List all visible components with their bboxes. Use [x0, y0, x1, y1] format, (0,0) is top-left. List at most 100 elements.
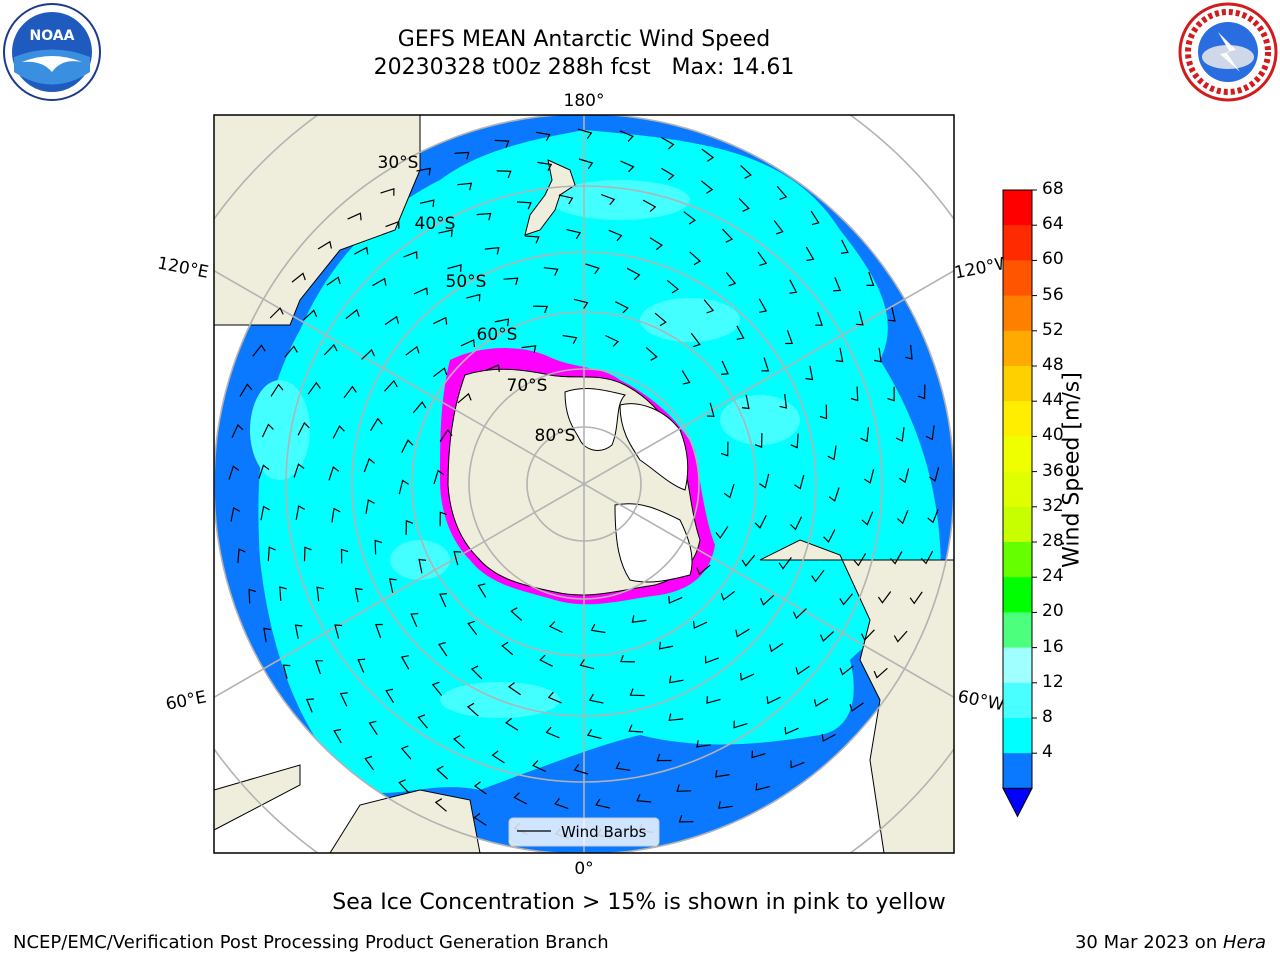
wind-barb — [473, 781, 487, 795]
map-frame — [213, 114, 955, 854]
wind-barb — [909, 591, 923, 605]
wind-barb — [895, 427, 905, 442]
colorbar-tick-label: 24 — [1042, 566, 1064, 587]
colorbar-tick-label: 68 — [1042, 179, 1064, 199]
wind-barb — [566, 229, 582, 240]
wind-barb — [827, 445, 837, 461]
wind-barb — [636, 794, 652, 803]
colorbar — [1002, 189, 1037, 818]
wind-barb — [790, 516, 803, 531]
wind-barb — [484, 247, 500, 255]
wind-barb — [453, 550, 462, 566]
wind-barb — [700, 180, 714, 194]
antarctica — [440, 348, 715, 605]
wind-barb — [436, 765, 449, 780]
wind-barb — [473, 812, 487, 826]
wind-barb — [385, 220, 400, 229]
wind-barb — [230, 506, 241, 522]
colorbar-tick-label: 20 — [1042, 601, 1064, 622]
wind-barb — [573, 763, 589, 775]
wind-barb — [853, 553, 867, 567]
colorbar-segment — [1003, 647, 1032, 684]
wind-barb — [460, 339, 475, 348]
wind-barb — [741, 554, 756, 567]
wind-barb — [795, 665, 810, 676]
wind-barb — [385, 688, 395, 704]
wind-barb — [524, 235, 540, 244]
wind-barb — [380, 187, 395, 196]
wind-barb — [860, 427, 869, 443]
national-weather-service-logo — [1178, 2, 1278, 102]
wind-barb — [645, 347, 658, 361]
wind-barb — [681, 370, 691, 385]
colorbar-segment — [1003, 436, 1032, 473]
wind-barb — [701, 148, 715, 162]
wind-barb — [642, 199, 657, 213]
wind-barb — [361, 348, 376, 360]
wind-barb — [439, 593, 448, 608]
wind-barb — [608, 229, 623, 242]
wind-barb — [714, 769, 730, 778]
wind-barb — [496, 170, 512, 179]
wind-barb — [532, 760, 547, 773]
wind-barb — [661, 167, 675, 181]
wind-barb — [501, 641, 514, 656]
wind-barb — [374, 539, 383, 555]
colorbar-tick-label: 36 — [1042, 460, 1064, 481]
lat-label-50s: 50°S — [446, 272, 487, 292]
colorbar-tick-label: 8 — [1042, 707, 1053, 727]
colorbar-segment — [1003, 366, 1032, 402]
wind-barb — [629, 688, 645, 697]
wind-barb — [855, 311, 864, 326]
wind-barb — [545, 726, 560, 739]
wind-barb — [416, 167, 431, 176]
wind-barb — [792, 608, 807, 620]
wind-barb — [363, 457, 375, 473]
wind-barb — [334, 624, 343, 639]
wind-barb — [721, 228, 734, 243]
lon-label-60w: 60°W — [956, 687, 1006, 716]
wind-barb — [689, 251, 702, 266]
wind-barb — [666, 279, 680, 294]
wind-barb — [668, 713, 684, 721]
wind-barb — [513, 792, 528, 805]
wind-barb — [760, 594, 775, 606]
wind-barb — [740, 164, 752, 179]
wind-barb — [365, 499, 375, 514]
wind-barb — [431, 681, 443, 696]
wind-barb — [333, 728, 342, 744]
wind-barb — [703, 299, 715, 314]
wind-barb — [384, 315, 399, 326]
wind-barb — [835, 347, 844, 363]
wind-barb — [741, 394, 750, 410]
noaa-logo: NOAA — [3, 3, 101, 101]
wind-barb — [626, 267, 641, 281]
wind-barb — [620, 160, 635, 173]
colorbar-tick-label: 44 — [1042, 390, 1064, 411]
wind-barb — [432, 367, 448, 378]
wind-barb — [819, 404, 828, 420]
wind-barb — [920, 550, 934, 565]
wind-barb — [303, 546, 312, 562]
wind-barb — [769, 642, 784, 653]
wind-barb — [494, 139, 510, 148]
lon-label-0: 0° — [574, 859, 593, 879]
wind-barb — [439, 511, 448, 527]
wind-barbs — [228, 128, 940, 840]
wind-barb — [419, 199, 435, 208]
footer-date: 30 Mar 2023 on Hera — [1075, 932, 1266, 953]
wind-barb — [815, 311, 823, 326]
wind-barb — [470, 665, 483, 680]
svg-text:NOAA: NOAA — [30, 28, 75, 44]
wind-barb — [403, 251, 418, 259]
colorbar-tick-label: 28 — [1042, 531, 1064, 551]
wind-barb — [873, 667, 888, 679]
wind-barb — [860, 629, 875, 641]
legend-wind-barbs-label: Wind Barbs — [561, 823, 647, 841]
wind-barb — [735, 628, 750, 638]
wind-barb — [821, 733, 836, 742]
colorbar-segment — [1003, 542, 1032, 578]
wind-barb — [270, 383, 284, 397]
wind-barb — [661, 136, 675, 150]
